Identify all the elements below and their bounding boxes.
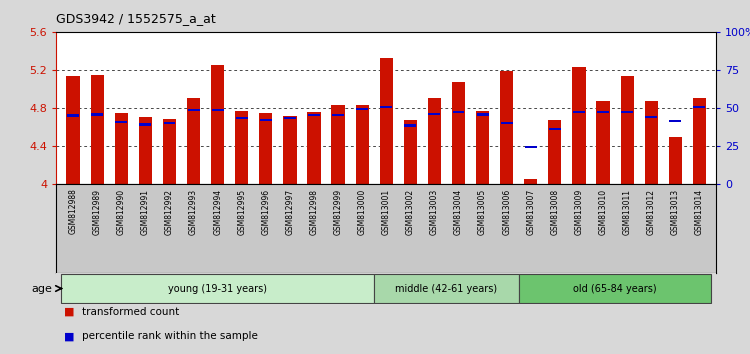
Bar (404, 124, 416, 126)
Text: middle (42-61 years): middle (42-61 years) (395, 284, 497, 293)
Bar (236, 117, 248, 119)
Text: GSM812996: GSM812996 (261, 188, 270, 235)
Text: GSM813003: GSM813003 (430, 188, 439, 235)
Text: GSM813010: GSM813010 (598, 188, 608, 235)
Bar (645, 116, 657, 118)
Bar (116, 121, 128, 123)
Bar (61, 274, 374, 303)
Bar (188, 109, 200, 111)
Text: ■: ■ (64, 331, 74, 341)
Bar (260, 113, 272, 184)
Text: GDS3942 / 1552575_a_at: GDS3942 / 1552575_a_at (56, 12, 216, 25)
Bar (477, 114, 488, 116)
Text: GSM812997: GSM812997 (286, 188, 295, 235)
Text: GSM812999: GSM812999 (334, 188, 343, 235)
Text: GSM813014: GSM813014 (695, 188, 704, 235)
Text: GSM813013: GSM813013 (670, 188, 680, 235)
Bar (476, 111, 489, 184)
Bar (572, 67, 586, 184)
Bar (573, 111, 585, 113)
Text: GSM812992: GSM812992 (165, 188, 174, 234)
Text: GSM812989: GSM812989 (93, 188, 102, 234)
Bar (380, 106, 392, 108)
Text: GSM813000: GSM813000 (358, 188, 367, 235)
Text: GSM812998: GSM812998 (310, 188, 319, 234)
Bar (140, 124, 152, 126)
Text: ■: ■ (64, 307, 74, 316)
Bar (91, 75, 104, 184)
Text: GSM813005: GSM813005 (478, 188, 487, 235)
Bar (374, 274, 519, 303)
Text: transformed count: transformed count (82, 307, 180, 316)
Bar (187, 98, 200, 184)
Bar (500, 71, 513, 184)
Text: young (19-31 years): young (19-31 years) (168, 284, 267, 293)
Bar (356, 108, 368, 110)
Bar (519, 274, 712, 303)
Bar (524, 179, 538, 184)
Bar (644, 101, 658, 184)
Text: GSM813008: GSM813008 (550, 188, 560, 235)
Bar (284, 115, 296, 184)
Text: GSM813012: GSM813012 (646, 188, 656, 234)
Bar (92, 114, 104, 116)
Bar (115, 113, 128, 184)
Bar (332, 105, 345, 184)
Text: GSM813011: GSM813011 (622, 188, 632, 234)
Bar (308, 112, 320, 184)
Text: age: age (32, 284, 53, 293)
Text: GSM812991: GSM812991 (141, 188, 150, 234)
Text: GSM812988: GSM812988 (68, 188, 77, 234)
Bar (356, 105, 369, 184)
Bar (548, 120, 562, 184)
Bar (694, 106, 705, 108)
Text: GSM813009: GSM813009 (574, 188, 584, 235)
Bar (525, 146, 537, 148)
Bar (452, 82, 465, 184)
Bar (693, 98, 706, 184)
Text: GSM813002: GSM813002 (406, 188, 415, 235)
Bar (139, 118, 152, 184)
Bar (164, 121, 176, 124)
Bar (597, 111, 609, 113)
Text: GSM812993: GSM812993 (189, 188, 198, 235)
Text: GSM813007: GSM813007 (526, 188, 536, 235)
Bar (428, 113, 440, 115)
Text: percentile rank within the sample: percentile rank within the sample (82, 331, 258, 341)
Bar (260, 119, 272, 121)
Bar (68, 114, 79, 116)
Text: GSM812990: GSM812990 (117, 188, 126, 235)
Text: GSM813004: GSM813004 (454, 188, 463, 235)
Text: old (65-84 years): old (65-84 years) (573, 284, 657, 293)
Bar (380, 58, 393, 184)
Bar (404, 120, 417, 184)
Text: GSM813001: GSM813001 (382, 188, 391, 235)
Bar (235, 111, 248, 184)
Text: GSM812995: GSM812995 (237, 188, 246, 235)
Bar (67, 76, 80, 184)
Bar (621, 111, 633, 113)
Bar (308, 114, 320, 116)
Bar (211, 65, 224, 184)
Bar (452, 111, 464, 113)
Bar (669, 120, 681, 122)
Bar (596, 101, 610, 184)
Bar (549, 128, 561, 130)
Text: GSM812994: GSM812994 (213, 188, 222, 235)
Bar (163, 119, 176, 184)
Bar (620, 76, 634, 184)
Bar (332, 114, 344, 116)
Text: GSM813006: GSM813006 (503, 188, 512, 235)
Bar (669, 137, 682, 184)
Bar (211, 109, 223, 111)
Bar (427, 98, 441, 184)
Bar (501, 122, 513, 124)
Bar (284, 117, 296, 119)
